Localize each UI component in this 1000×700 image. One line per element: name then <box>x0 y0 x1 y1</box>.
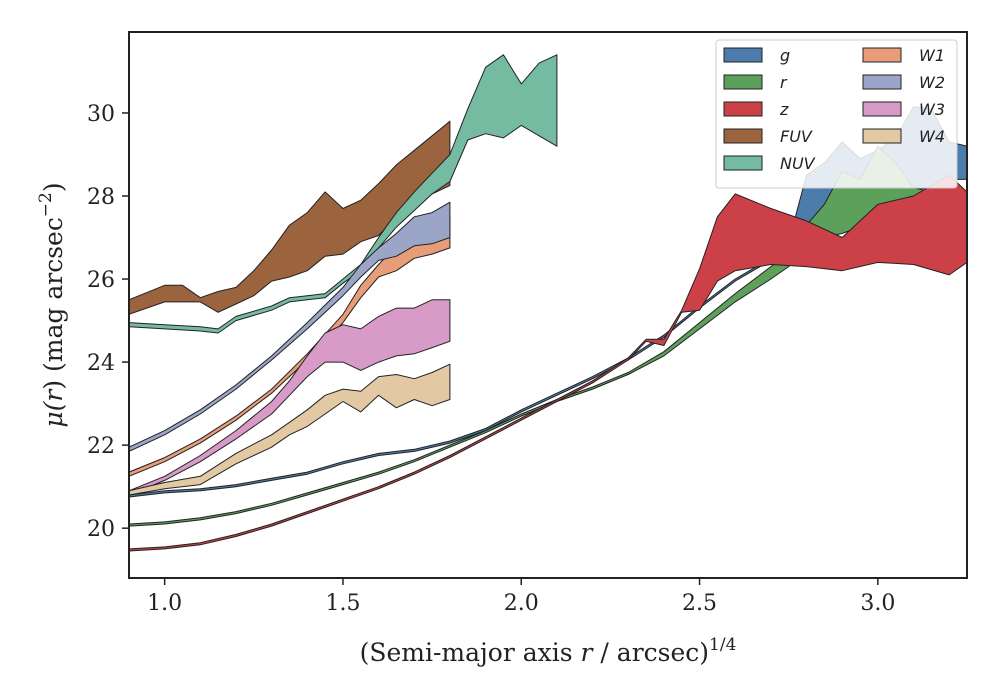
x-tick-label: 2.0 <box>504 591 539 616</box>
legend-swatch-w4 <box>862 128 902 144</box>
legend-label-w4: W4 <box>919 127 945 146</box>
x-tick-label: 3.0 <box>860 591 895 616</box>
legend-label-fuv: FUV <box>780 127 813 146</box>
plot-frame <box>128 31 968 579</box>
band-w3 <box>129 299 451 496</box>
legend-label-z: z <box>779 100 789 119</box>
y-tick-label: 28 <box>87 185 115 210</box>
x-axis-ticks: 1.0 1.5 2.0 2.5 3.0 <box>147 578 895 616</box>
legend-swatch-r <box>723 74 763 90</box>
legend-swatch-w3 <box>862 101 902 117</box>
band-w2 <box>129 201 451 452</box>
band-z <box>129 174 967 552</box>
x-tick-label: 1.0 <box>147 591 182 616</box>
legend-label-w2: W2 <box>919 73 945 92</box>
legend-label-r: r <box>780 73 788 92</box>
band-fuv <box>129 120 451 315</box>
legend-swatch-z <box>723 101 763 117</box>
y-tick-label: 20 <box>87 517 115 542</box>
band-w4 <box>129 363 451 496</box>
legend-swatch-w2 <box>862 74 902 90</box>
legend-label-nuv: NUV <box>780 154 816 173</box>
legend-swatch-fuv <box>723 128 763 144</box>
legend-label-w3: W3 <box>919 100 945 119</box>
y-tick-label: 22 <box>87 434 115 459</box>
legend-swatch-g <box>723 47 763 63</box>
legend-label-w1: W1 <box>919 46 945 65</box>
y-axis-label: μ(r) (mag arcsec−2) <box>36 182 68 427</box>
legend-swatch-w1 <box>862 47 902 63</box>
x-tick-label: 2.5 <box>682 591 717 616</box>
legend: grz FUV NUV W1 W2 W3 W4 <box>715 39 958 189</box>
legend-swatch-nuv <box>723 155 763 171</box>
y-tick-label: 26 <box>87 268 115 293</box>
legend-label-g: g <box>780 46 790 65</box>
y-tick-label: 24 <box>87 351 115 376</box>
band-nuv <box>129 54 558 334</box>
y-tick-label: 30 <box>87 102 115 127</box>
y-axis-ticks: 20 22 24 26 28 30 <box>87 102 129 542</box>
x-tick-label: 1.5 <box>325 591 360 616</box>
x-axis-label: (Semi-major axis r / arcsec)1/4 <box>360 635 737 667</box>
